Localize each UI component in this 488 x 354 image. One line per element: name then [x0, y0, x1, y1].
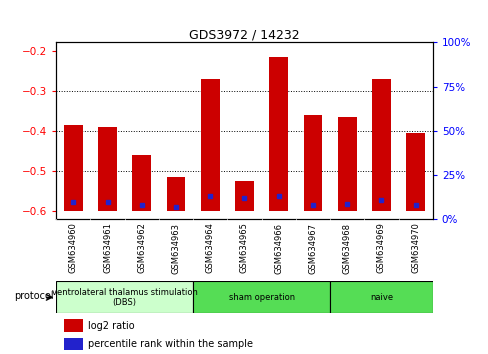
- Bar: [63, 319, 83, 332]
- Bar: [56, 281, 193, 313]
- Text: GSM634969: GSM634969: [376, 223, 385, 273]
- Text: percentile rank within the sample: percentile rank within the sample: [88, 339, 252, 349]
- Title: GDS3972 / 14232: GDS3972 / 14232: [189, 28, 299, 41]
- Text: ventrolateral thalamus stimulation
(DBS): ventrolateral thalamus stimulation (DBS): [52, 288, 197, 307]
- Text: log2 ratio: log2 ratio: [88, 320, 134, 331]
- Bar: [64, 125, 82, 211]
- Text: GSM634965: GSM634965: [240, 223, 248, 273]
- Text: GSM634964: GSM634964: [205, 223, 214, 273]
- Text: GSM634960: GSM634960: [69, 223, 78, 273]
- Bar: [371, 79, 390, 211]
- Text: protocol: protocol: [14, 291, 54, 301]
- Bar: [201, 79, 219, 211]
- Text: GSM634966: GSM634966: [274, 223, 283, 274]
- Text: sham operation: sham operation: [228, 293, 294, 302]
- Text: GSM634963: GSM634963: [171, 223, 180, 274]
- Text: GSM634970: GSM634970: [410, 223, 419, 273]
- Bar: [166, 177, 185, 211]
- Bar: [269, 57, 287, 211]
- Bar: [303, 115, 322, 211]
- Bar: [235, 181, 253, 211]
- Bar: [98, 127, 117, 211]
- Bar: [329, 281, 432, 313]
- Bar: [337, 117, 356, 211]
- Bar: [132, 155, 151, 211]
- Text: GSM634962: GSM634962: [137, 223, 146, 273]
- Text: GSM634968: GSM634968: [342, 223, 351, 274]
- Bar: [406, 133, 424, 211]
- Text: GSM634967: GSM634967: [308, 223, 317, 274]
- Text: naive: naive: [369, 293, 392, 302]
- Text: GSM634961: GSM634961: [103, 223, 112, 273]
- Bar: [193, 281, 329, 313]
- Bar: [63, 338, 83, 350]
